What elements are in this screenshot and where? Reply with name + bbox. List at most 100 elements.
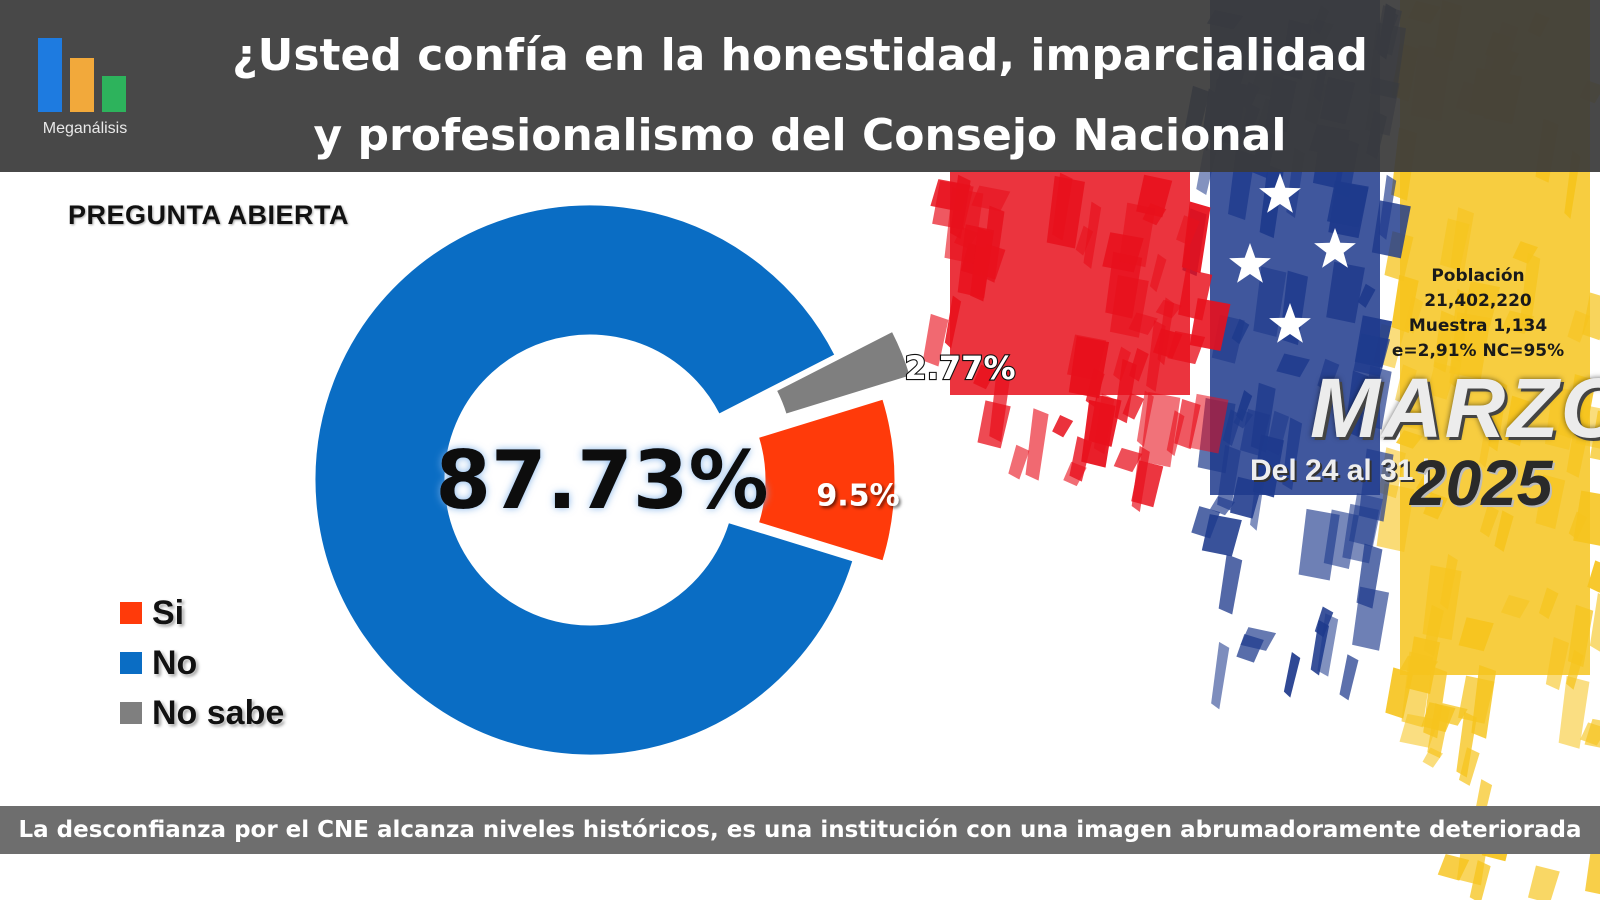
flag-stroke bbox=[1188, 393, 1229, 454]
flag-stroke bbox=[1113, 346, 1131, 382]
population-label: Población bbox=[1431, 266, 1525, 286]
flag-stroke bbox=[1582, 292, 1600, 341]
flag-stroke bbox=[1069, 436, 1092, 482]
flag-stroke bbox=[1088, 394, 1122, 447]
flag-stroke bbox=[970, 227, 994, 302]
logo-bar-green bbox=[102, 76, 126, 112]
flag-stroke bbox=[1538, 587, 1559, 619]
flag-stroke bbox=[1083, 201, 1102, 269]
flag-stroke bbox=[1501, 310, 1535, 335]
flag-stroke bbox=[1352, 586, 1390, 651]
flag-stroke bbox=[1344, 370, 1369, 438]
flag-stroke bbox=[1209, 496, 1235, 516]
legend-swatch-no-sabe bbox=[120, 702, 142, 724]
flag-stroke bbox=[1052, 172, 1073, 241]
flag-stroke bbox=[1488, 379, 1508, 452]
flag-stroke bbox=[1218, 554, 1243, 615]
flag-stroke bbox=[1545, 637, 1570, 691]
flag-stroke bbox=[1327, 180, 1369, 228]
date-month: MARZO bbox=[1310, 361, 1600, 455]
survey-date: MARZO Del 24 al 31 | 2025 bbox=[1250, 360, 1600, 520]
flag-stroke bbox=[1155, 299, 1182, 319]
legend-label-si: Si bbox=[152, 593, 185, 632]
logo-bar-blue bbox=[38, 38, 62, 112]
flag-stroke bbox=[1008, 444, 1030, 480]
flag-stroke bbox=[1544, 385, 1580, 450]
flag-stroke bbox=[1326, 261, 1365, 324]
flag-stroke bbox=[1317, 358, 1340, 392]
flag-stroke bbox=[1458, 675, 1495, 724]
flag-stroke bbox=[1075, 225, 1094, 256]
flag-stroke bbox=[1519, 252, 1541, 330]
flag-star-icon bbox=[1269, 303, 1311, 343]
flag-stroke bbox=[1282, 417, 1303, 491]
slice-no-sabe bbox=[775, 330, 911, 415]
flag-stroke bbox=[1479, 412, 1496, 468]
header-bar: Meganálisis ¿Usted confía en la honestid… bbox=[0, 0, 1600, 241]
slice-si bbox=[757, 398, 896, 562]
open-question-label: PREGUNTA ABIERTA bbox=[68, 200, 349, 230]
flag-stroke bbox=[1440, 553, 1458, 610]
flag-stroke bbox=[1421, 702, 1456, 733]
flag-stroke bbox=[1105, 251, 1143, 319]
flag-stroke bbox=[1357, 283, 1376, 308]
flag-stroke bbox=[1129, 347, 1149, 382]
legend-item-si: Si bbox=[120, 588, 284, 638]
flag-stroke bbox=[944, 295, 962, 349]
flag-stroke bbox=[1310, 619, 1330, 676]
sample-size: Muestra 1,134 bbox=[1408, 316, 1548, 336]
flag-stroke bbox=[1211, 641, 1230, 710]
flag-stroke bbox=[1283, 652, 1301, 698]
legend-swatch-no bbox=[120, 652, 142, 674]
flag-stroke bbox=[1479, 504, 1499, 538]
slice-no bbox=[314, 204, 854, 756]
flag-stroke bbox=[1587, 560, 1600, 593]
flag-stroke bbox=[1568, 511, 1587, 540]
flag-stroke bbox=[1181, 201, 1211, 274]
chart-legend: Si No No sabe bbox=[120, 588, 284, 738]
flag-stroke bbox=[1404, 296, 1424, 334]
flag-stroke bbox=[922, 313, 949, 367]
logo-bar-orange bbox=[70, 58, 94, 112]
logo-text: Meganálisis bbox=[42, 120, 128, 137]
date-range: Del 24 al 31 | bbox=[1250, 454, 1431, 487]
flag-stroke bbox=[1378, 174, 1397, 240]
data-label-si: 9.5% bbox=[816, 479, 899, 514]
flag-stroke bbox=[1395, 364, 1417, 406]
flag-stroke bbox=[1501, 594, 1530, 619]
flag-stroke bbox=[1458, 747, 1480, 786]
flag-stroke bbox=[1462, 281, 1501, 327]
title-line-2: y profesionalismo del Consejo Nacional E… bbox=[313, 110, 1287, 241]
flag-stroke bbox=[1358, 448, 1394, 522]
flag-stroke bbox=[1394, 408, 1431, 431]
flag-stroke bbox=[1494, 510, 1514, 552]
flag-stroke bbox=[1362, 365, 1392, 430]
flag-stroke bbox=[1266, 410, 1290, 456]
flag-stroke bbox=[1433, 310, 1456, 373]
flag-stroke bbox=[1439, 218, 1470, 271]
flag-star-icon bbox=[1229, 243, 1271, 283]
flag-star-icon bbox=[1259, 173, 1301, 213]
flag-stroke bbox=[1136, 390, 1154, 448]
flag-stroke bbox=[1113, 447, 1143, 473]
footer-caption: La desconfianza por el CNE alcanza nivel… bbox=[0, 806, 1600, 854]
flag-stroke bbox=[1233, 408, 1254, 429]
date-year: 2025 bbox=[1410, 447, 1553, 519]
flag-stroke bbox=[1427, 361, 1457, 400]
flag-stroke bbox=[1567, 310, 1590, 343]
flag-stroke bbox=[973, 364, 996, 390]
flag-stroke bbox=[1575, 404, 1600, 449]
flag-stroke bbox=[1128, 312, 1158, 336]
flag-stroke bbox=[1449, 312, 1491, 380]
flag-stroke bbox=[1250, 459, 1267, 531]
flag-stroke bbox=[1423, 492, 1448, 520]
flag-stroke bbox=[1178, 268, 1213, 321]
flag-stroke bbox=[1136, 174, 1173, 218]
flag-stroke bbox=[1458, 617, 1494, 652]
flag-stroke bbox=[1512, 241, 1538, 264]
flag-stroke bbox=[1236, 633, 1264, 663]
flag-stroke bbox=[1191, 506, 1221, 539]
flag-star-icon bbox=[1314, 228, 1356, 268]
flag-stroke bbox=[1354, 315, 1393, 368]
